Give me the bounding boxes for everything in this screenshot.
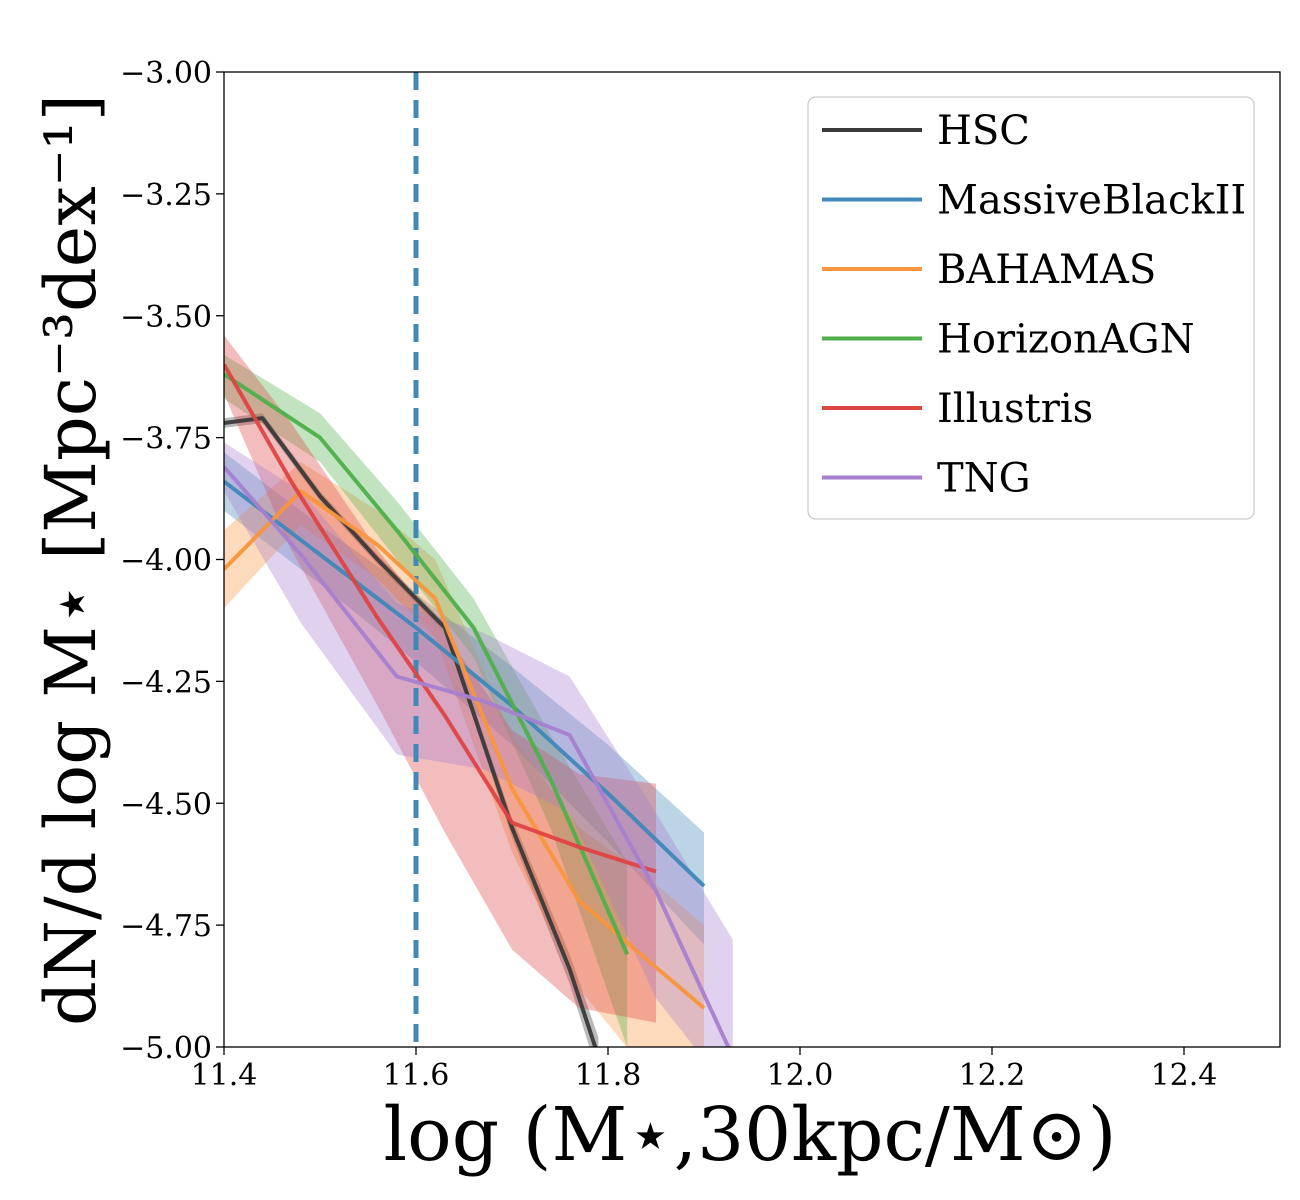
legend-box bbox=[807, 96, 1255, 520]
horizonagn-line bbox=[224, 372, 630, 956]
legend-label-hsc: HSC bbox=[937, 108, 1030, 154]
hsc-line bbox=[224, 416, 598, 1047]
y-tick-label: −4.25 bbox=[120, 665, 212, 700]
y-tick-label: −4.00 bbox=[120, 544, 212, 579]
x-tick-label: 11.4 bbox=[191, 1058, 258, 1093]
x-tick-label: 12.4 bbox=[1151, 1058, 1218, 1093]
x-tick-label: 11.6 bbox=[383, 1058, 450, 1093]
y-axis: −3.00 −3.25 −3.50 −3.75 −4.00 −4.25 −4.50 −4.75… bbox=[120, 56, 224, 1066]
y-tick-label: −4.50 bbox=[120, 787, 212, 822]
tng-error-band bbox=[224, 442, 733, 1047]
x-axis: 11.4 11.6 11.8 12.0 12.2 12.4 bbox=[191, 1047, 1218, 1093]
y-tick-label: −3.00 bbox=[120, 56, 212, 91]
y-tick-label: −5.00 bbox=[120, 1031, 212, 1066]
y-tick-label: −3.75 bbox=[120, 422, 212, 457]
bahamas-line bbox=[224, 489, 706, 1010]
illustris-line bbox=[224, 363, 657, 874]
legend-label-horizonagn: HorizonAGN bbox=[937, 317, 1195, 363]
y-tick-label: −3.25 bbox=[120, 178, 212, 213]
x-tick-label: 11.8 bbox=[575, 1058, 642, 1093]
tng-line bbox=[224, 465, 731, 1047]
x-tick-label: 12.0 bbox=[767, 1058, 834, 1093]
legend-label-massiveblackii: MassiveBlackII bbox=[937, 178, 1246, 224]
legend-label-bahamas: BAHAMAS bbox=[937, 247, 1156, 293]
y-tick-label: −3.50 bbox=[120, 300, 212, 335]
series-lines bbox=[224, 363, 731, 1047]
x-axis-title: log (M⋆,30kpc/M⊙) bbox=[384, 1092, 1117, 1178]
y-tick-label: −4.75 bbox=[120, 909, 212, 944]
legend-label-tng: TNG bbox=[937, 456, 1031, 502]
legend-label-illustris: Illustris bbox=[937, 386, 1093, 432]
bahamas-error-band bbox=[224, 462, 704, 1047]
y-axis-title: dN/d log M⋆ [Mpc⁻³dex⁻¹] bbox=[30, 94, 112, 1026]
x-tick-label: 12.2 bbox=[959, 1058, 1026, 1093]
legend: HSC MassiveBlackII BAHAMAS HorizonAGN Illust… bbox=[807, 96, 1255, 520]
